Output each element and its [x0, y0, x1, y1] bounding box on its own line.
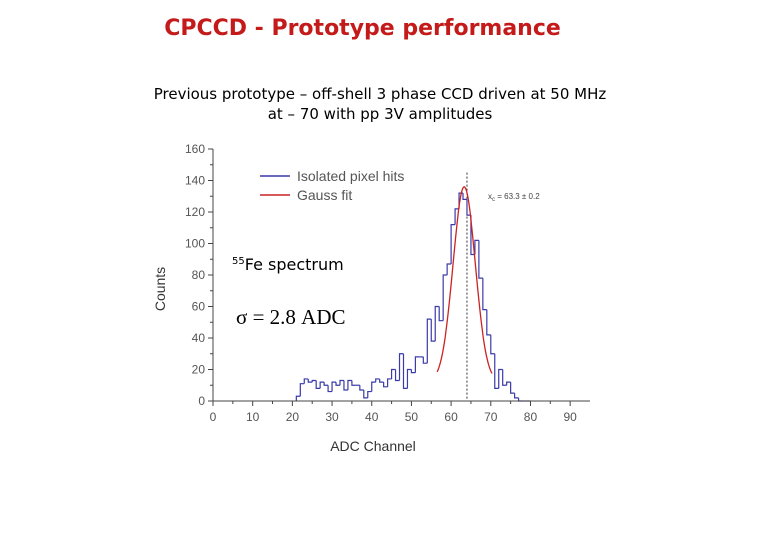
histogram-bin	[387, 378, 392, 387]
histogram-bin	[339, 379, 344, 386]
histogram-bin	[394, 369, 400, 382]
histogram-bin	[450, 224, 456, 264]
histogram-bin	[502, 369, 507, 386]
histogram-bin	[510, 382, 515, 394]
histogram-bin	[367, 390, 372, 398]
y-tick-label: 80	[192, 268, 206, 282]
y-tick-label: 0	[198, 394, 205, 408]
histogram-bin	[462, 193, 467, 200]
histogram-bin	[406, 368, 412, 389]
histogram-bin	[402, 353, 408, 389]
histogram-bin	[359, 385, 364, 391]
y-axis-title: Counts	[152, 267, 168, 311]
x-tick-label: 90	[563, 410, 577, 424]
y-tick-label: 160	[185, 142, 205, 156]
histogram-bin	[303, 378, 309, 384]
histogram-bin	[466, 199, 471, 216]
histogram-bin	[307, 378, 313, 383]
x-tick-label: 30	[325, 410, 339, 424]
x-tick-label: 0	[210, 410, 217, 424]
slide-subtitle: Previous prototype – off-shell 3 phase C…	[0, 84, 760, 124]
y-tick-label: 20	[192, 363, 206, 377]
histogram-bin	[299, 383, 305, 397]
histogram-bin	[486, 309, 491, 336]
histogram-bin	[410, 369, 416, 374]
histogram-bin	[398, 353, 404, 381]
histogram-bin	[331, 381, 337, 392]
histogram-bin	[454, 208, 460, 225]
fit-centroid-label: xc = 63.3 ± 0.2	[488, 192, 540, 203]
slide-title: CPCCD - Prototype performance	[164, 16, 561, 41]
x-axis-title: ADC Channel	[330, 438, 416, 454]
histogram-bin	[315, 380, 321, 389]
subtitle-line-2: at – 70 with pp 3V amplitudes	[267, 105, 493, 123]
subtitle-line-1: Previous prototype – off-shell 3 phase C…	[153, 85, 607, 103]
histogram-bin	[323, 382, 329, 386]
x-tick-label: 50	[405, 410, 419, 424]
histogram-bin	[343, 380, 348, 391]
x-tick-label: 40	[365, 410, 379, 424]
y-tick-label: 100	[185, 237, 205, 251]
histogram-bin	[375, 378, 380, 383]
histogram-bin	[363, 389, 368, 399]
histogram-bin	[506, 381, 511, 386]
histogram-bin	[430, 319, 436, 342]
axes: 0 10 20 30 40 50 60 70 80 90 0 20 40 60 80 100 120 140 160	[185, 142, 590, 424]
histogram-bin	[295, 395, 301, 401]
x-tick-label: 60	[444, 410, 458, 424]
histogram-bin	[327, 385, 333, 393]
histogram-bin	[442, 274, 448, 321]
histogram-bin	[490, 334, 495, 355]
histogram-bin	[426, 318, 432, 364]
histogram-bin	[498, 368, 503, 389]
histogram-bin	[470, 215, 475, 256]
histogram-bin	[434, 305, 440, 342]
histogram-bin	[390, 368, 396, 379]
histogram-bin	[514, 393, 519, 399]
y-tick-label: 40	[192, 331, 206, 345]
histogram-bin	[383, 382, 388, 388]
y-tick-label: 140	[185, 174, 205, 188]
histogram-bin	[379, 378, 384, 383]
histogram-bin	[478, 240, 483, 279]
x-tick-label: 10	[246, 410, 260, 424]
histogram-bin	[347, 379, 352, 390]
gauss-fit-curve	[436, 186, 493, 374]
y-tick-label: 60	[192, 300, 206, 314]
legend-label-hits: Isolated pixel hits	[297, 168, 404, 184]
sigma-annotation: σ = 2.8 ADC	[236, 305, 346, 329]
legend-label-fit: Gauss fit	[297, 187, 352, 203]
histogram-bin	[414, 356, 420, 373]
histogram-bin	[446, 263, 452, 275]
y-tick-label: 120	[185, 205, 205, 219]
histogram-bin	[351, 380, 356, 386]
x-tick-label: 70	[484, 410, 498, 424]
histogram-bin	[438, 306, 444, 322]
plot-area	[295, 172, 531, 402]
x-tick-label: 20	[286, 410, 300, 424]
fe55-spectrum-chart: 0 10 20 30 40 50 60 70 80 90 0 20 40 60 80 100 120 140 160…	[152, 142, 590, 454]
x-tick-label: 80	[524, 410, 538, 424]
histogram-bin	[482, 278, 487, 311]
histogram-bin	[422, 356, 428, 364]
histogram-bin	[371, 381, 376, 392]
histogram-bin	[494, 353, 499, 389]
histogram-bin	[319, 381, 325, 389]
histogram-bin	[335, 382, 340, 386]
histogram-bin	[311, 379, 317, 383]
isotope-annotation: 55Fe spectrum	[232, 255, 344, 274]
histogram-bin	[474, 239, 479, 255]
